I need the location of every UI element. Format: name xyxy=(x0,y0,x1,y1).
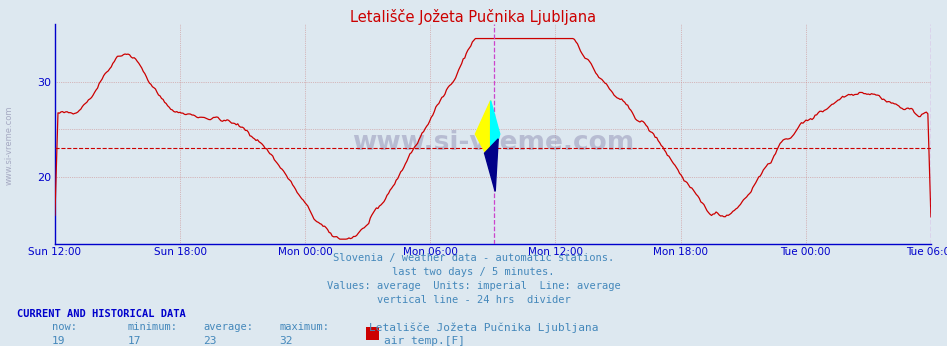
Polygon shape xyxy=(485,139,498,191)
Text: 32: 32 xyxy=(279,336,293,346)
Polygon shape xyxy=(475,101,491,163)
Text: air temp.[F]: air temp.[F] xyxy=(384,336,465,346)
Text: www.si-vreme.com: www.si-vreme.com xyxy=(5,106,14,185)
Text: last two days / 5 minutes.: last two days / 5 minutes. xyxy=(392,267,555,277)
Text: www.si-vreme.com: www.si-vreme.com xyxy=(351,130,634,156)
Text: now:: now: xyxy=(52,322,77,333)
Text: CURRENT AND HISTORICAL DATA: CURRENT AND HISTORICAL DATA xyxy=(17,309,186,319)
Text: Values: average  Units: imperial  Line: average: Values: average Units: imperial Line: av… xyxy=(327,281,620,291)
Text: vertical line - 24 hrs  divider: vertical line - 24 hrs divider xyxy=(377,295,570,305)
Text: 17: 17 xyxy=(128,336,141,346)
Text: Letališče Jožeta Pučnika Ljubljana: Letališče Jožeta Pučnika Ljubljana xyxy=(350,9,597,25)
Text: minimum:: minimum: xyxy=(128,322,178,333)
Polygon shape xyxy=(491,101,500,163)
Text: Slovenia / weather data - automatic stations.: Slovenia / weather data - automatic stat… xyxy=(333,253,614,263)
Text: 19: 19 xyxy=(52,336,65,346)
Text: maximum:: maximum: xyxy=(279,322,330,333)
Text: 23: 23 xyxy=(204,336,217,346)
Text: average:: average: xyxy=(204,322,254,333)
Text: Letališče Jožeta Pučnika Ljubljana: Letališče Jožeta Pučnika Ljubljana xyxy=(369,322,599,333)
